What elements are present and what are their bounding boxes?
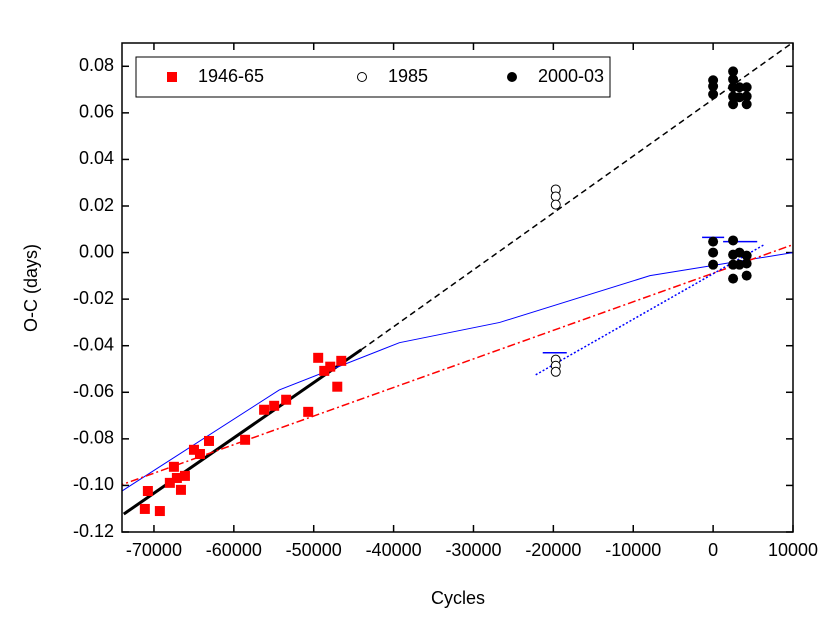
point — [734, 82, 745, 93]
y-axis-label: O-C (days) — [21, 244, 41, 332]
point — [203, 435, 214, 446]
point — [741, 270, 752, 281]
y-tick-label: 0.04 — [79, 148, 114, 168]
y-tick-label: 0.06 — [79, 102, 114, 122]
x-tick-label: -50000 — [286, 540, 342, 560]
y-tick-label: -0.10 — [73, 474, 114, 494]
y-tick-label: -0.04 — [73, 334, 114, 354]
point — [741, 91, 752, 102]
legend-label: 1985 — [388, 66, 428, 86]
x-tick-label: -70000 — [126, 540, 182, 560]
point — [171, 472, 182, 483]
legend-marker — [357, 72, 367, 82]
y-tick-label: -0.08 — [73, 428, 114, 448]
x-tick-label: 10000 — [768, 540, 818, 560]
x-axis-label: Cycles — [431, 588, 485, 608]
point — [332, 381, 343, 392]
point — [708, 236, 719, 247]
point — [164, 477, 175, 488]
point — [741, 250, 752, 261]
fit-line — [360, 43, 793, 351]
y-tick-label: -0.12 — [73, 521, 114, 541]
point — [281, 394, 292, 405]
point — [154, 506, 165, 517]
point — [194, 448, 205, 459]
y-tick-label: 0.00 — [79, 241, 114, 261]
x-tick-label: -40000 — [366, 540, 422, 560]
point — [139, 503, 150, 514]
y-tick-label: 0.02 — [79, 195, 114, 215]
fit-line — [122, 348, 363, 516]
point — [179, 470, 190, 481]
legend-box — [135, 56, 611, 98]
point — [142, 486, 153, 497]
x-tick-label: 0 — [708, 540, 718, 560]
plot-frame — [121, 42, 794, 533]
point — [708, 247, 719, 258]
legend-marker — [507, 72, 517, 82]
point — [550, 191, 561, 202]
point — [325, 361, 336, 372]
point — [336, 355, 347, 366]
point — [708, 81, 719, 92]
y-tick-label: -0.02 — [73, 288, 114, 308]
point — [168, 461, 179, 472]
x-tick-label: -60000 — [206, 540, 262, 560]
point — [550, 366, 561, 377]
legend-label: 1946-65 — [198, 66, 264, 86]
point — [269, 400, 280, 411]
y-tick-label: 0.08 — [79, 55, 114, 75]
point — [240, 434, 251, 445]
fit-line — [122, 243, 793, 486]
fit-line — [122, 252, 793, 492]
x-tick-label: -20000 — [525, 540, 581, 560]
point — [728, 74, 739, 85]
point — [708, 259, 719, 270]
point — [550, 199, 561, 210]
point — [741, 258, 752, 269]
point — [741, 82, 752, 93]
legend-marker — [167, 72, 177, 82]
point — [303, 406, 314, 417]
point — [728, 273, 739, 284]
point — [708, 89, 719, 100]
x-tick-label: -10000 — [605, 540, 661, 560]
point — [728, 99, 739, 110]
point — [175, 484, 186, 495]
x-tick-label: -30000 — [445, 540, 501, 560]
point — [741, 99, 752, 110]
legend-label: 2000-03 — [538, 66, 604, 86]
point — [728, 66, 739, 77]
point — [319, 365, 330, 376]
point — [313, 352, 324, 363]
point — [728, 235, 739, 246]
point — [188, 444, 199, 455]
y-tick-label: -0.06 — [73, 381, 114, 401]
point — [259, 404, 270, 415]
